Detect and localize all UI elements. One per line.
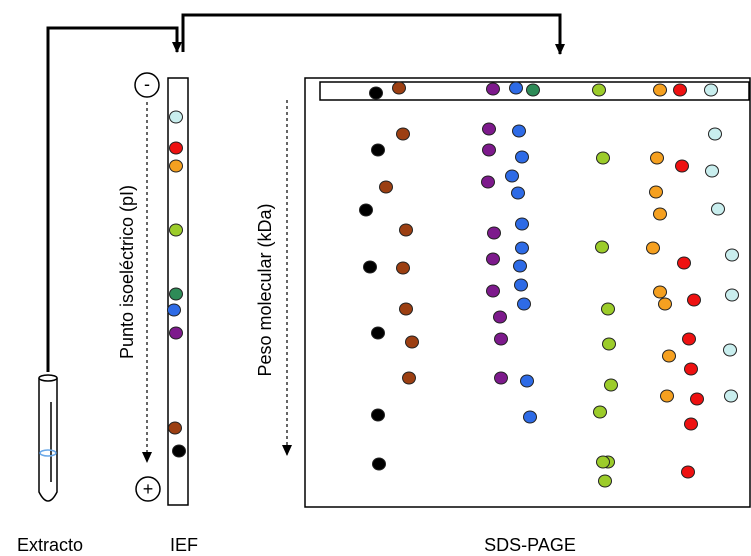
protein-spot (684, 362, 698, 376)
protein-spot (515, 150, 529, 164)
protein-spot (687, 293, 701, 307)
protein-spot (515, 241, 529, 255)
protein-spot (494, 371, 508, 385)
protein-spot (604, 378, 618, 392)
protein-spot (372, 457, 386, 471)
protein-spot (172, 444, 186, 458)
protein-spot (725, 288, 739, 302)
protein-spot (684, 417, 698, 431)
protein-spot (505, 169, 519, 183)
protein-spot (650, 151, 664, 165)
protein-spot (512, 124, 526, 138)
minus-electrode (134, 72, 160, 98)
protein-spot (405, 335, 419, 349)
protein-spot (595, 240, 609, 254)
pi-axis-label: Punto isoeléctrico (pI) (117, 185, 137, 359)
protein-spot (371, 408, 385, 422)
ief-label: IEF (170, 535, 198, 555)
plus-sign: + (143, 479, 154, 499)
protein-spot (371, 143, 385, 157)
protein-spot (592, 83, 606, 97)
protein-spot (725, 248, 739, 262)
protein-spot (511, 186, 525, 200)
protein-spot (675, 159, 689, 173)
protein-spot (646, 241, 660, 255)
protein-spot (169, 110, 183, 124)
protein-spot (515, 217, 529, 231)
protein-spot (723, 343, 737, 357)
protein-spot (602, 337, 616, 351)
protein-spot (596, 151, 610, 165)
protein-spot (653, 207, 667, 221)
protein-spot (653, 83, 667, 97)
mw-axis-label: Peso molecular (kDa) (255, 203, 275, 376)
protein-spot (705, 164, 719, 178)
protein-spot (662, 349, 676, 363)
protein-spot (359, 203, 373, 217)
protein-spot (673, 83, 687, 97)
plus-electrode (135, 476, 161, 502)
protein-spot (708, 127, 722, 141)
protein-spot (677, 256, 691, 270)
protein-spot (593, 405, 607, 419)
sds-page-label: SDS-PAGE (484, 535, 576, 555)
protein-spot (169, 326, 183, 340)
protein-spot (653, 285, 667, 299)
protein-spot (658, 297, 672, 311)
protein-spot (520, 374, 534, 388)
protein-spot (704, 83, 718, 97)
protein-spot (402, 371, 416, 385)
protein-spot (168, 421, 182, 435)
protein-spot (482, 122, 496, 136)
extracto-label: Extracto (17, 535, 83, 555)
protein-spot (601, 302, 615, 316)
protein-spot (167, 303, 181, 317)
protein-spot (514, 278, 528, 292)
protein-spot (396, 261, 410, 275)
protein-spots (167, 81, 739, 488)
protein-spot (494, 332, 508, 346)
protein-spot (481, 175, 495, 189)
protein-spot (517, 297, 531, 311)
protein-spot (399, 223, 413, 237)
protein-spot (596, 455, 610, 469)
protein-spot (169, 223, 183, 237)
protein-spot (513, 259, 527, 273)
protein-spot (487, 226, 501, 240)
protein-spot (598, 474, 612, 488)
protein-spot (724, 389, 738, 403)
connector (46, 26, 182, 372)
protein-spot (169, 287, 183, 301)
protein-spot (486, 252, 500, 266)
protein-spot (396, 127, 410, 141)
protein-spot (486, 284, 500, 298)
protein-spot (392, 81, 406, 95)
connector (181, 13, 565, 55)
protein-spot (509, 81, 523, 95)
protein-spot (363, 260, 377, 274)
protein-spot (682, 332, 696, 346)
protein-spot (711, 202, 725, 216)
protein-spot (523, 410, 537, 424)
sds-gel (304, 77, 751, 508)
protein-spot (660, 389, 674, 403)
protein-spot (681, 465, 695, 479)
protein-spot (169, 141, 183, 155)
protein-spot (486, 82, 500, 96)
protein-spot (169, 159, 183, 173)
protein-spot (371, 326, 385, 340)
protein-spot (649, 185, 663, 199)
protein-spot (399, 302, 413, 316)
protein-spot (482, 143, 496, 157)
tube (38, 374, 58, 502)
minus-sign: - (144, 74, 150, 94)
protein-spot (379, 180, 393, 194)
protein-spot (493, 310, 507, 324)
protein-spot (369, 86, 383, 100)
protein-spot (690, 392, 704, 406)
protein-spot (526, 83, 540, 97)
